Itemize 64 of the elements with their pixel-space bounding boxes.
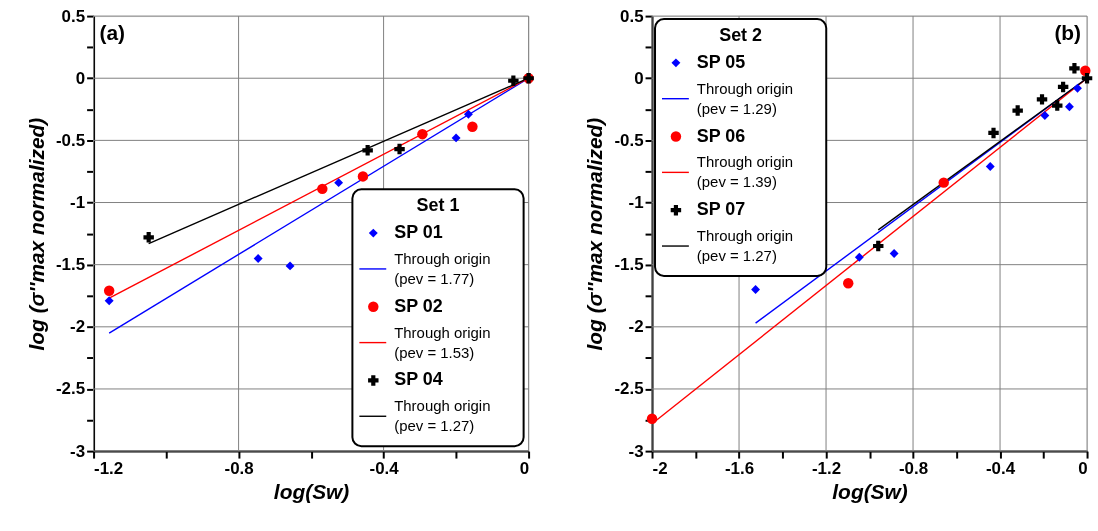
point: [751, 285, 761, 294]
y-tick-label: -1: [628, 193, 644, 212]
y-tick-label: 0.5: [61, 6, 86, 26]
x-axis-title: log(Sw): [832, 480, 908, 504]
point: [1036, 94, 1048, 105]
point: [1052, 100, 1063, 111]
legend-label: Through origin (pev = 1.27): [394, 397, 491, 435]
legend-label: SP 06: [696, 125, 746, 146]
y-tick-label: -1: [70, 193, 86, 212]
point: [985, 162, 995, 171]
y-tick-label: -3: [628, 441, 644, 461]
x-tick-label: 0: [1078, 458, 1088, 478]
y-tick-label: -2.5: [55, 379, 86, 399]
x-tick-label: -0.8: [224, 458, 254, 478]
x-axis-title: log(Sw): [273, 480, 350, 504]
y-tick-label: 0.5: [620, 6, 644, 26]
legend-title: Set 2: [719, 24, 763, 45]
y-tick-label: -3: [70, 441, 86, 461]
legend-label: Through origin (pev = 1.53): [394, 323, 491, 361]
x-tick-label: -1.2: [811, 458, 842, 478]
y-tick-label: -0.5: [55, 130, 86, 150]
x-tick-label: -0.4: [985, 458, 1016, 478]
x-tick-label: -0.4: [369, 458, 400, 478]
point: [1040, 111, 1050, 120]
x-tick-label: 0: [519, 458, 530, 478]
legend-label: Through origin (pev = 1.77): [394, 249, 491, 287]
point: [988, 127, 999, 139]
legend-label: Through origin (pev = 1.29): [696, 79, 794, 117]
y-axis-title: log (σ''max normalized): [25, 117, 49, 351]
y-axis-title: log (σ''max normalized): [583, 117, 607, 351]
x-tick-label: -1.2: [94, 458, 124, 478]
y-tick-label: -1.5: [614, 255, 644, 275]
point: [873, 240, 884, 252]
point: [889, 249, 899, 258]
y-tick-label: 0: [75, 68, 86, 88]
point: [1012, 105, 1023, 116]
legend-label: SP 01: [394, 222, 443, 243]
legend-label: Through origin (pev = 1.39): [696, 153, 794, 191]
y-tick-label: -1.5: [55, 255, 86, 275]
y-tick-label: 0: [634, 68, 644, 88]
y-tick-label: -0.5: [614, 130, 644, 150]
point: [938, 177, 949, 188]
x-tick-label: -2: [652, 458, 668, 478]
point: [843, 278, 854, 289]
legend-title: Set 1: [416, 195, 460, 216]
legend-label: Through origin (pev = 1.27): [696, 227, 794, 264]
annotation: (b): [1054, 20, 1082, 44]
legend-label: SP 05: [696, 51, 746, 72]
point: [646, 413, 658, 424]
legend-label: SP 04: [394, 369, 443, 390]
y-tick-label: -2: [628, 317, 644, 337]
legend-label: SP 02: [394, 295, 443, 316]
legend-label: SP 07: [696, 199, 746, 220]
x-tick-label: -0.8: [898, 458, 929, 478]
point: [1064, 102, 1074, 112]
x-tick-label: -1.6: [724, 458, 755, 478]
point: [1073, 83, 1082, 93]
annotation: (a): [99, 20, 126, 44]
point: [854, 252, 864, 262]
y-tick-label: -2: [70, 317, 86, 337]
point: [1069, 63, 1080, 74]
point: [1081, 73, 1093, 84]
point: [1057, 81, 1069, 93]
y-tick-label: -2.5: [614, 379, 644, 399]
